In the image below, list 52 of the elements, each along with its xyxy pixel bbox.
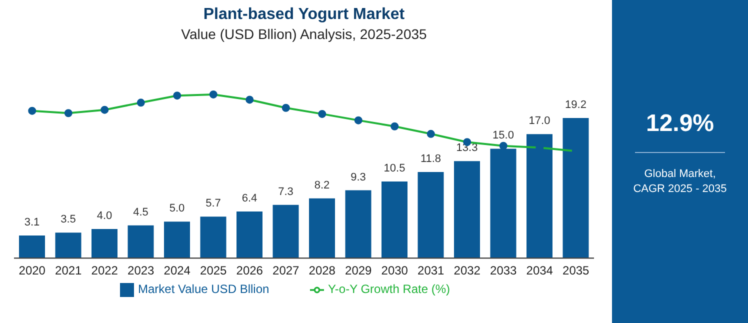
bar — [562, 118, 589, 258]
text: 12.9% — [644, 110, 716, 138]
data-label: 4.0 — [96, 210, 112, 222]
bar — [236, 211, 262, 258]
x-tick-label: 2035 — [562, 264, 590, 278]
chart-title: Plant-based Yogurt Market — [202, 6, 406, 24]
bar — [164, 222, 190, 258]
bar — [19, 236, 45, 258]
data-label: 17.0 — [528, 115, 550, 128]
chart-subtitle: Value (USD Bllion) Analysis, 2025-2035 — [180, 26, 428, 42]
data-label: 10.5 — [384, 162, 406, 175]
x-tick-label: 2024 — [164, 264, 191, 278]
data-label: 7.3 — [278, 186, 294, 198]
x-tick-label: 2021 — [55, 264, 82, 278]
x-tick-label: 2020 — [18, 264, 46, 278]
bar — [55, 232, 82, 258]
bar — [526, 134, 552, 258]
x-tick-label: 2031 — [418, 264, 445, 278]
data-label: 15.0 — [492, 130, 514, 142]
x-tick-label: 2025 — [200, 264, 228, 278]
text: Global Market, CAGR 2025 - 2035 — [632, 167, 728, 197]
x-tick-label: 2034 — [526, 264, 554, 278]
bar — [418, 172, 444, 258]
data-label: 8.2 — [314, 179, 330, 192]
legend-label: Market Value USD Bllion — [138, 282, 270, 296]
x-tick-label: 2027 — [272, 264, 300, 278]
bar — [200, 216, 226, 258]
x-tick-label: 2032 — [454, 264, 481, 278]
legend-label: Y-o-Y Growth Rate (%) — [328, 282, 450, 296]
bar — [309, 198, 335, 258]
bar — [128, 225, 154, 258]
data-label: 5.7 — [206, 198, 221, 210]
data-label: 6.4 — [242, 192, 258, 204]
x-tick-label: 2023 — [128, 264, 155, 278]
data-label: 4.5 — [133, 206, 148, 218]
x-tick-label: 2029 — [345, 264, 372, 278]
data-label: 19.2 — [565, 99, 586, 112]
bar — [345, 190, 372, 258]
data-label: 11.8 — [420, 153, 442, 166]
data-label: 5.0 — [169, 202, 185, 215]
data-label: 3.1 — [24, 216, 40, 229]
x-tick-label: 2030 — [381, 264, 408, 278]
data-label: 9.3 — [350, 171, 366, 184]
bar — [272, 204, 299, 258]
bar — [454, 161, 480, 258]
bar — [382, 182, 408, 258]
bar — [92, 228, 118, 258]
x-tick-label: 2026 — [236, 264, 264, 278]
data-label: 3.5 — [60, 214, 76, 226]
x-tick-label: 2028 — [308, 264, 336, 278]
x-tick-label: 2033 — [490, 264, 518, 278]
x-tick-label: 2022 — [91, 264, 118, 278]
